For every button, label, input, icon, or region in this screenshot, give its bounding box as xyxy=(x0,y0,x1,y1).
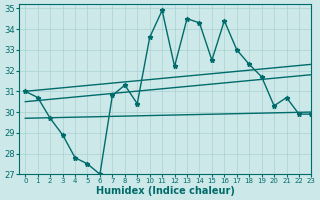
X-axis label: Humidex (Indice chaleur): Humidex (Indice chaleur) xyxy=(96,186,235,196)
